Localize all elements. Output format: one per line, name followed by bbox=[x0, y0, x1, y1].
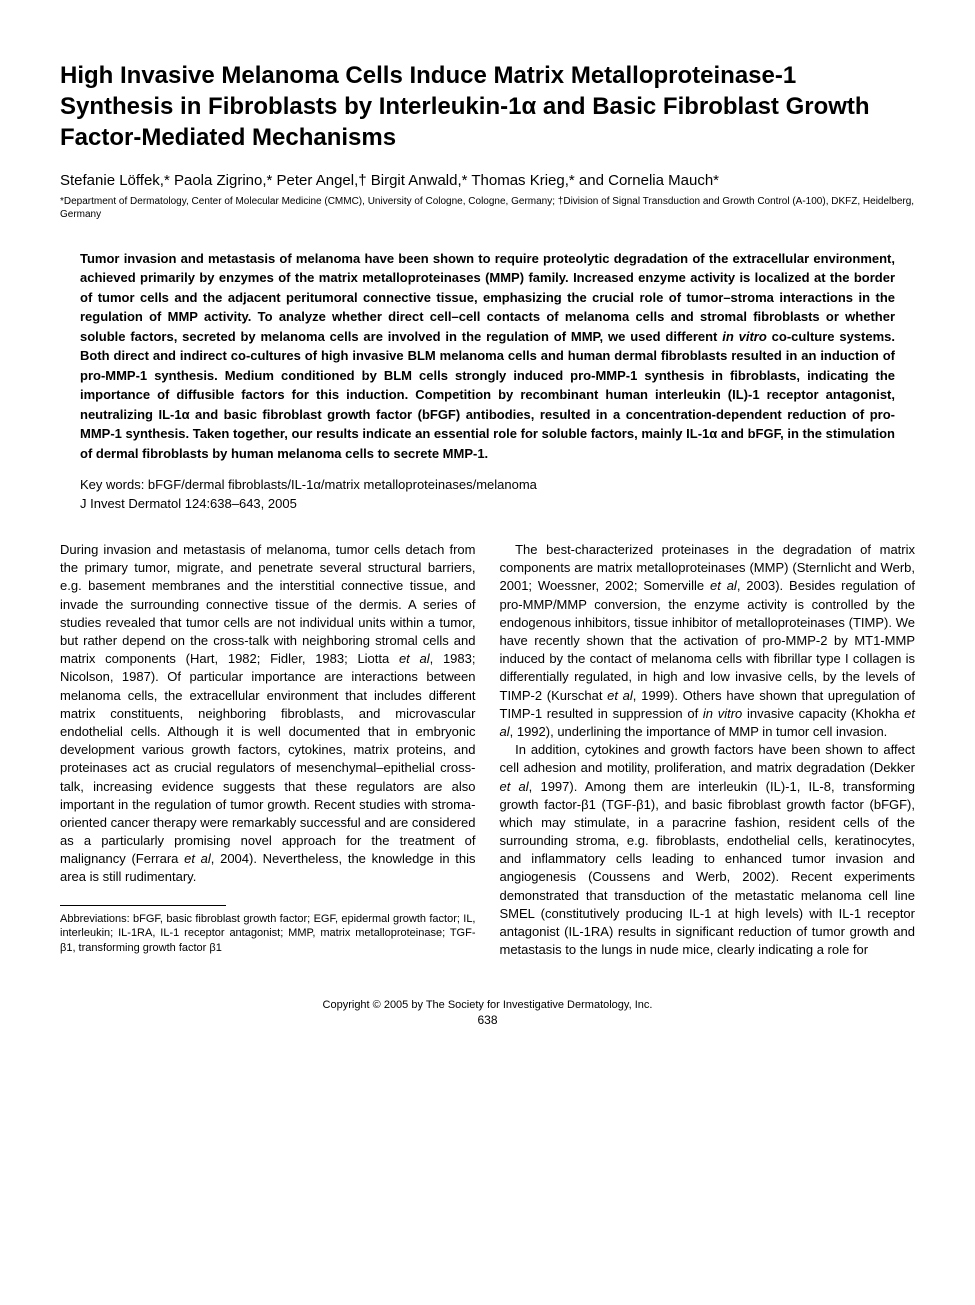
paragraph-2: The best-characterized proteinases in th… bbox=[500, 541, 916, 741]
body-text: During invasion and metastasis of melano… bbox=[60, 541, 915, 959]
paragraph-1: During invasion and metastasis of melano… bbox=[60, 541, 476, 887]
abbreviations-block: Abbreviations: bFGF, basic fibroblast gr… bbox=[60, 912, 476, 957]
abstract: Tumor invasion and metastasis of melanom… bbox=[80, 249, 895, 464]
article-title: High Invasive Melanoma Cells Induce Matr… bbox=[60, 60, 915, 154]
journal-citation: J Invest Dermatol 124:638–643, 2005 bbox=[80, 496, 895, 511]
paragraph-3: In addition, cytokines and growth factor… bbox=[500, 741, 916, 959]
page-footer: Copyright © 2005 by The Society for Inve… bbox=[60, 999, 915, 1027]
author-list: Stefanie Löffek,* Paola Zigrino,* Peter … bbox=[60, 172, 915, 189]
abbreviations-rule bbox=[60, 905, 226, 906]
affiliations: *Department of Dermatology, Center of Mo… bbox=[60, 195, 915, 221]
copyright-line: Copyright © 2005 by The Society for Inve… bbox=[60, 999, 915, 1011]
keywords: Key words: bFGF/dermal fibroblasts/IL-1α… bbox=[80, 477, 895, 492]
page-number: 638 bbox=[60, 1013, 915, 1027]
